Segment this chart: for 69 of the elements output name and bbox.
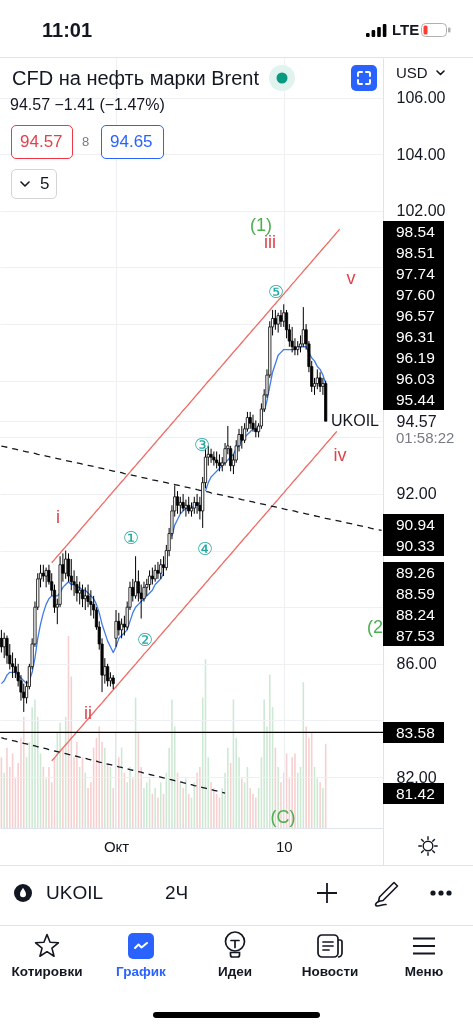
candlestick <box>83 586 87 611</box>
y-tick-label: 92.00 <box>396 485 437 503</box>
annotation: ④ <box>196 539 214 559</box>
y-tick-label: 82.00 <box>396 768 437 786</box>
text: 88.59 <box>383 582 444 604</box>
text: 87.53 <box>383 624 444 646</box>
candlestick <box>156 561 160 580</box>
text: 81.42 <box>383 783 444 804</box>
text: 96.19 <box>383 347 444 369</box>
text: 97.60 <box>383 284 444 306</box>
chart-title: CFD на нефть марки Brent <box>12 66 259 90</box>
text: 90.94 <box>383 513 444 535</box>
x-tick-label: Окт <box>103 837 130 855</box>
annotation: 5 <box>40 174 50 194</box>
y-tick-label: 102.00 <box>396 202 446 220</box>
annotation: ② <box>136 630 154 650</box>
x-tick-label: 10 <box>275 837 293 855</box>
y-tick-label: 94.57 <box>396 412 437 430</box>
candlestick <box>64 550 68 580</box>
annotation: ⑤ <box>267 282 285 302</box>
annotation: i <box>56 507 60 527</box>
candlestick <box>282 303 286 328</box>
annotation: ii <box>84 703 92 723</box>
y-tick-label: 86.00 <box>396 655 437 673</box>
y-tick-label: 104.00 <box>396 145 446 163</box>
text: 2Ч <box>165 881 189 905</box>
text: 88.24 <box>383 603 444 625</box>
annotation: (C) <box>270 807 296 827</box>
ref-line-label: 83.58 <box>383 721 444 743</box>
annotation: v <box>346 268 356 288</box>
annotation: 94.57 <box>20 132 63 152</box>
annotation: ③ <box>193 435 211 455</box>
candlestick <box>114 609 118 648</box>
line-series <box>0 737 226 794</box>
annotation: ① <box>122 528 140 548</box>
candlestick <box>276 312 280 334</box>
candlestick <box>159 558 163 580</box>
text: Идеи <box>217 963 253 981</box>
text: 97.74 <box>383 263 444 285</box>
annotation: 94.65 <box>110 132 153 152</box>
text: 01:58:22 <box>396 429 455 448</box>
text: 96.57 <box>383 305 444 327</box>
text: 98.51 <box>383 242 444 264</box>
text: 11:01 <box>42 18 93 42</box>
text: График <box>116 963 166 981</box>
candlestick <box>318 371 322 393</box>
candlestick <box>44 567 48 588</box>
annotation: iv <box>333 445 347 465</box>
y-tick-label: 106.00 <box>396 89 446 107</box>
text: 95.44 <box>383 389 444 411</box>
text: 98.54 <box>383 221 444 243</box>
annotation: 8 <box>82 134 90 150</box>
text: 89.26 <box>383 561 444 583</box>
text: 96.31 <box>383 326 444 348</box>
text: LTE <box>392 21 420 39</box>
annotation: (2 <box>366 617 384 637</box>
text: 90.33 <box>383 534 444 556</box>
y-axis-title: USD <box>396 64 428 82</box>
text: Новости <box>301 963 359 981</box>
candlestick <box>290 326 294 353</box>
annotation: UKOIL <box>330 411 380 432</box>
text: Меню <box>404 963 444 981</box>
text: 94.57 −1.41 (−1.47%) <box>10 95 165 115</box>
candlestick <box>134 555 138 600</box>
candlestick <box>5 635 9 665</box>
candlestick <box>89 589 93 617</box>
text: 96.03 <box>383 368 444 390</box>
text: Котировки <box>11 963 83 981</box>
text: UKOIL <box>46 881 104 905</box>
